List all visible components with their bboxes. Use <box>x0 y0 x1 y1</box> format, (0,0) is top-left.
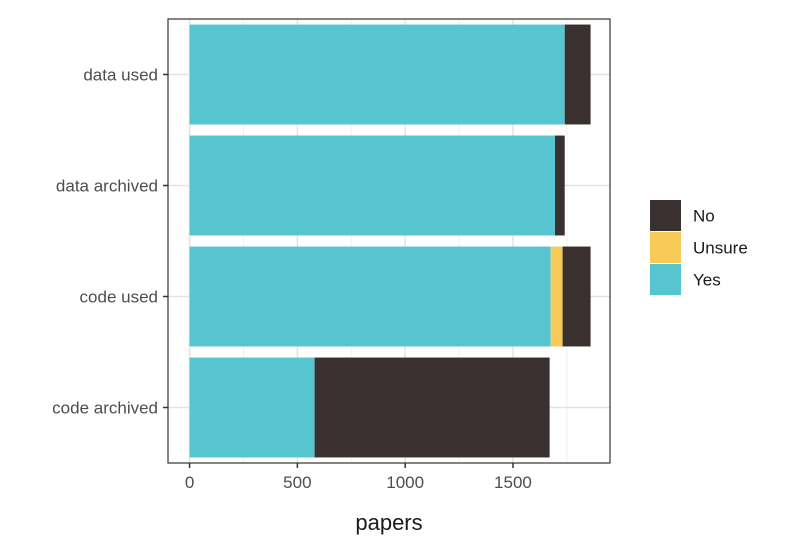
legend-key-no <box>650 200 681 231</box>
legend-label-yes: Yes <box>693 271 721 290</box>
x-tick-label: 1000 <box>386 473 424 492</box>
x-tick-label: 500 <box>283 473 311 492</box>
bar-code-used-no <box>562 246 591 347</box>
y-tick-label: code used <box>80 288 158 307</box>
plot-panel-border <box>167 18 611 464</box>
y-tick-label: data used <box>83 66 158 85</box>
bar-data-archived-yes <box>189 135 556 236</box>
bar-code-used-yes <box>189 246 551 347</box>
y-tick-label: code archived <box>52 399 158 418</box>
bar-code-archived-yes <box>189 357 315 458</box>
legend-key-yes <box>650 264 681 295</box>
legend-label-no: No <box>693 207 715 226</box>
bars <box>189 24 591 458</box>
y-tick-label: data archived <box>56 177 158 196</box>
x-axis-title: papers <box>355 510 422 535</box>
legend-key-unsure <box>650 232 681 263</box>
bar-code-used-unsure <box>550 246 563 347</box>
bar-data-used-no <box>564 24 591 125</box>
legend: No Unsure Yes <box>650 200 748 295</box>
x-tick-label: 0 <box>185 473 194 492</box>
axes: data used data archived code used code arch… <box>52 66 532 493</box>
x-tick-label: 1500 <box>494 473 532 492</box>
legend-label-unsure: Unsure <box>693 239 748 258</box>
bar-data-archived-no <box>555 135 565 236</box>
bar-data-used-yes <box>189 24 565 125</box>
bar-code-archived-no <box>314 357 550 458</box>
